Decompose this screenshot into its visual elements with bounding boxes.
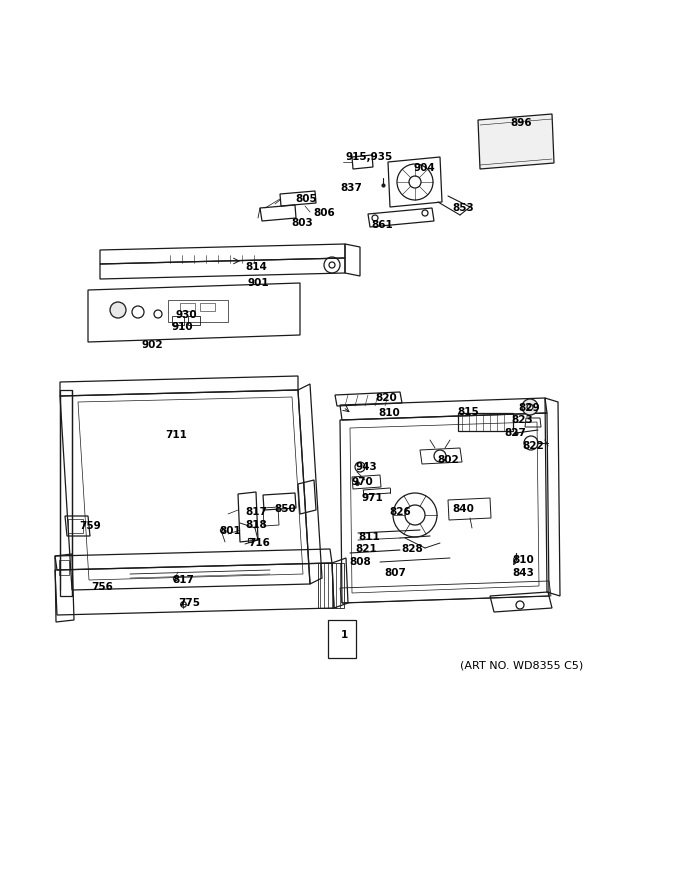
Text: 902: 902 bbox=[142, 340, 164, 350]
Text: 915,935: 915,935 bbox=[345, 152, 392, 162]
Text: 910: 910 bbox=[172, 322, 194, 332]
Text: 711: 711 bbox=[165, 430, 187, 440]
Text: 807: 807 bbox=[384, 568, 406, 578]
Bar bbox=[68, 519, 83, 533]
Text: 815: 815 bbox=[457, 407, 479, 417]
Text: 806: 806 bbox=[313, 208, 335, 218]
Text: 822: 822 bbox=[522, 441, 544, 451]
Text: 904: 904 bbox=[413, 163, 435, 173]
Text: 840: 840 bbox=[452, 504, 474, 514]
Text: 802: 802 bbox=[437, 455, 459, 465]
Text: 759: 759 bbox=[79, 521, 101, 531]
Text: 823: 823 bbox=[511, 415, 532, 425]
Text: 1: 1 bbox=[341, 630, 348, 640]
Text: 827: 827 bbox=[504, 428, 526, 438]
Text: 756: 756 bbox=[91, 582, 113, 592]
Text: 810: 810 bbox=[512, 555, 534, 565]
Text: 828: 828 bbox=[401, 544, 423, 554]
Bar bbox=[458, 413, 513, 431]
Bar bbox=[172, 316, 184, 325]
Text: 821: 821 bbox=[355, 544, 377, 554]
Text: 803: 803 bbox=[291, 218, 313, 228]
Text: 811: 811 bbox=[358, 532, 379, 542]
Text: 775: 775 bbox=[178, 598, 200, 608]
Text: 826: 826 bbox=[389, 507, 411, 517]
Text: 861: 861 bbox=[371, 220, 393, 230]
Text: (ART NO. WD8355 C5): (ART NO. WD8355 C5) bbox=[460, 660, 583, 670]
Bar bbox=[200, 303, 215, 311]
Text: 896: 896 bbox=[510, 118, 532, 128]
Text: 814: 814 bbox=[245, 262, 267, 272]
Text: 805: 805 bbox=[295, 194, 317, 204]
Bar bbox=[59, 560, 69, 575]
Text: 808: 808 bbox=[349, 557, 371, 567]
Bar bbox=[328, 620, 356, 658]
Text: 853: 853 bbox=[452, 203, 474, 213]
Bar bbox=[188, 316, 200, 325]
Text: 716: 716 bbox=[248, 538, 270, 548]
Text: 820: 820 bbox=[375, 393, 396, 403]
Bar bbox=[168, 300, 228, 322]
Text: 829: 829 bbox=[518, 403, 540, 413]
Bar bbox=[318, 563, 344, 608]
Text: 801: 801 bbox=[219, 526, 241, 536]
Text: 850: 850 bbox=[274, 504, 296, 514]
Text: 843: 843 bbox=[512, 568, 534, 578]
Text: 901: 901 bbox=[248, 278, 270, 288]
Circle shape bbox=[522, 399, 538, 415]
Text: 837: 837 bbox=[340, 183, 362, 193]
Text: 818: 818 bbox=[245, 520, 267, 530]
Text: 970: 970 bbox=[351, 477, 373, 487]
Polygon shape bbox=[478, 114, 554, 169]
Circle shape bbox=[110, 302, 126, 318]
Text: 810: 810 bbox=[378, 408, 400, 418]
Text: 817: 817 bbox=[172, 575, 194, 585]
Text: 817: 817 bbox=[245, 507, 267, 517]
Bar bbox=[180, 303, 195, 311]
Text: 930: 930 bbox=[176, 310, 198, 320]
Text: 943: 943 bbox=[356, 462, 378, 472]
Text: 971: 971 bbox=[362, 493, 384, 503]
